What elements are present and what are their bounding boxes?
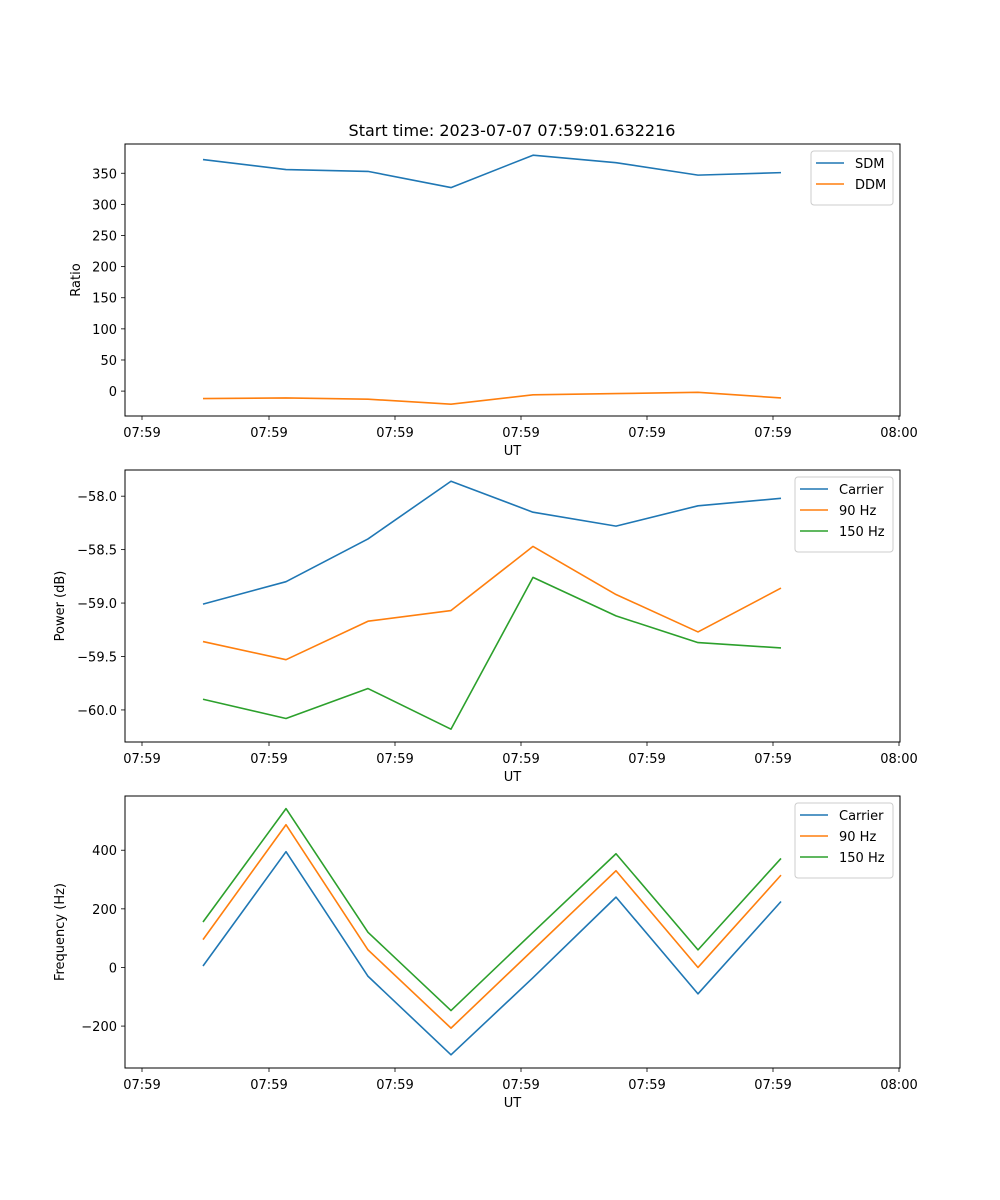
y-tick-label: 400 (92, 844, 117, 859)
legend-box (810, 150, 894, 206)
chart-frequency: 07:59 07:59 07:59 07:59 07:59 07:59 08:00 −200 0… (53, 795, 918, 1111)
x-axis-label: UT (504, 770, 522, 785)
chart-power: 07:59 07:59 07:59 07:59 07:59 07:59 08:00 −60.0… (53, 469, 918, 785)
x-tick-label: 08:00 (880, 1078, 917, 1093)
x-tick-label: 07:59 (502, 752, 539, 767)
legend-label: 90 Hz (839, 504, 876, 519)
legend-label: Carrier (839, 483, 884, 498)
x-tick-label: 07:59 (754, 752, 791, 767)
x-tick-label: 07:59 (502, 426, 539, 441)
legend-label: 150 Hz (839, 525, 885, 540)
chart-power-frame (124, 469, 901, 743)
x-tick-label: 07:59 (376, 426, 413, 441)
y-tick-label: 50 (100, 354, 117, 369)
series-line-150-hz (202, 576, 782, 730)
legend: Carrier 90 Hz 150 Hz (794, 802, 894, 879)
x-tick-label: 07:59 (376, 1078, 413, 1093)
series-line-ddm (202, 391, 782, 405)
chart-frequency-frame (124, 795, 901, 1069)
legend-label: Carrier (839, 809, 884, 824)
chart-ratio-frame (124, 143, 901, 417)
y-tick-label: −58.5 (77, 544, 117, 559)
series-line-150-hz (202, 807, 782, 1012)
y-tick-label: 300 (92, 198, 117, 213)
y-tick-label: 200 (92, 903, 117, 918)
x-tick-label: 07:59 (628, 1078, 665, 1093)
y-tick-label: 0 (109, 961, 117, 976)
y-tick-label: 350 (92, 167, 117, 182)
legend: SDM DDM (810, 150, 894, 206)
x-tick-label: 07:59 (123, 1078, 160, 1093)
x-axis-label: UT (504, 444, 522, 459)
series-line-sdm (202, 154, 782, 189)
y-tick-label: 250 (92, 229, 117, 244)
x-tick-label: 07:59 (376, 752, 413, 767)
y-tick-label: 200 (92, 261, 117, 276)
x-tick-label: 07:59 (754, 426, 791, 441)
x-tick-label: 07:59 (502, 1078, 539, 1093)
legend-label: DDM (855, 178, 886, 193)
legend-label: 90 Hz (839, 830, 876, 845)
x-tick-label: 07:59 (123, 752, 160, 767)
legend-box (794, 476, 894, 553)
x-tick-label: 07:59 (123, 426, 160, 441)
figure-title: Start time: 2023-07-07 07:59:01.632216 (349, 121, 676, 140)
legend-label: SDM (855, 157, 884, 172)
y-tick-label: 0 (109, 385, 117, 400)
y-axis-label: Frequency (Hz) (53, 883, 68, 981)
x-tick-label: 07:59 (250, 1078, 287, 1093)
legend: Carrier 90 Hz 150 Hz (794, 476, 894, 553)
series-line-carrier (202, 850, 782, 1056)
chart-ratio: 07:59 07:59 07:59 07:59 07:59 07:59 08:00 0 50 10… (69, 143, 918, 459)
y-tick-label: −60.0 (77, 704, 117, 719)
y-tick-label: 100 (92, 323, 117, 338)
y-tick-label: −59.0 (77, 597, 117, 612)
legend-label: 150 Hz (839, 851, 885, 866)
x-tick-label: 07:59 (754, 1078, 791, 1093)
y-tick-label: −59.5 (77, 650, 117, 665)
x-tick-label: 07:59 (628, 426, 665, 441)
y-axis-label: Power (dB) (53, 571, 68, 642)
x-tick-label: 07:59 (250, 426, 287, 441)
series-line-90-hz (202, 823, 782, 1029)
series-line-carrier (202, 480, 782, 605)
y-tick-label: −58.0 (77, 490, 117, 505)
y-tick-label: 150 (92, 292, 117, 307)
x-tick-label: 07:59 (250, 752, 287, 767)
y-axis-label: Ratio (69, 263, 84, 296)
series-line-90-hz (202, 545, 782, 661)
x-tick-label: 08:00 (880, 426, 917, 441)
x-axis-label: UT (504, 1096, 522, 1111)
legend-box (794, 802, 894, 879)
x-tick-label: 08:00 (880, 752, 917, 767)
x-tick-label: 07:59 (628, 752, 665, 767)
y-tick-label: −200 (81, 1020, 117, 1035)
